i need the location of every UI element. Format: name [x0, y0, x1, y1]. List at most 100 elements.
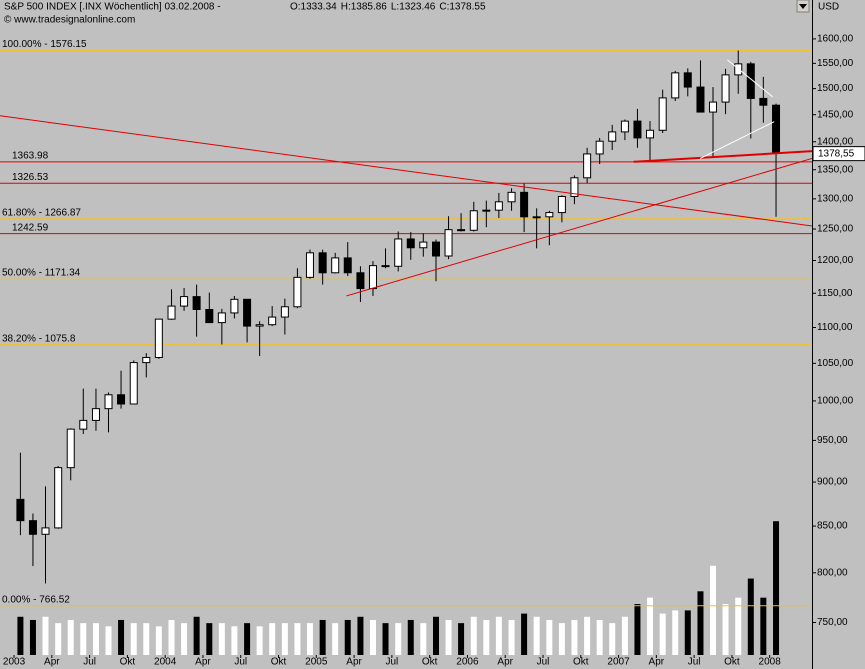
volume-bar	[495, 616, 502, 655]
candle-body	[41, 527, 50, 535]
y-tick-label: 1050,00	[817, 358, 854, 369]
volume-bar	[659, 613, 666, 655]
volume-bar	[584, 616, 591, 655]
y-tick-label: 1250,00	[817, 224, 854, 235]
x-tick-label: Okt	[422, 657, 438, 668]
volume-bar	[508, 619, 515, 655]
y-tick-label: 1600,00	[817, 34, 854, 45]
trend-line	[0, 115, 813, 227]
candle-body	[482, 209, 491, 212]
candle-body	[91, 408, 100, 421]
candle-body	[457, 229, 466, 232]
volume-bar	[609, 623, 616, 655]
level-label: 0.00% - 766.52	[2, 594, 70, 605]
candle-body	[645, 129, 654, 139]
volume-bar	[432, 616, 439, 655]
volume-bar	[269, 623, 276, 655]
volume-bar	[634, 604, 641, 655]
chart-title: S&P 500 INDEX [.INX Wöchentlich] 03.02.2…	[4, 2, 221, 13]
volume-bar	[29, 619, 36, 655]
volume-bar	[571, 619, 578, 655]
copyright: © www.tradesignalonline.com	[4, 15, 135, 26]
candle-body	[709, 101, 718, 113]
volume-bar	[646, 597, 653, 655]
y-tick-label: 1400,00	[817, 136, 854, 147]
volume-bar	[218, 623, 225, 655]
volume-bar	[369, 619, 376, 655]
volume-bar	[722, 604, 729, 655]
volume-bar	[773, 521, 780, 655]
volume-bar	[458, 623, 465, 655]
candle-body	[557, 195, 566, 214]
candle-body	[545, 212, 554, 218]
candle-body	[343, 257, 352, 274]
volume-bar	[105, 626, 112, 655]
volume-bar	[244, 623, 251, 655]
candle-body	[217, 312, 226, 324]
trend-line	[699, 121, 775, 159]
quote-value: L:1323.46	[391, 2, 436, 13]
candle-body	[255, 324, 264, 327]
x-tick-label: 2003	[3, 657, 26, 668]
x-tick-label: 2005	[305, 657, 328, 668]
x-tick-label: Apr	[195, 657, 211, 668]
candle-body	[104, 394, 113, 410]
volume-bar	[67, 619, 74, 655]
x-tick-label: Jul	[234, 657, 247, 668]
x-tick-label: 2008	[759, 657, 782, 668]
candle-body	[117, 394, 126, 405]
volume-bar	[747, 578, 754, 655]
x-tick-label: Apr	[497, 657, 513, 668]
volume-bar	[420, 623, 427, 655]
volume-bar	[533, 616, 540, 655]
volume-bar	[382, 623, 389, 655]
candle-body	[746, 63, 755, 99]
level-label: 1326.53	[12, 172, 49, 183]
volume-bar	[130, 623, 137, 655]
volume-bar	[558, 623, 565, 655]
x-tick-label: Okt	[120, 657, 136, 668]
volume-bar	[357, 616, 364, 655]
candle-body	[205, 309, 214, 324]
y-tick-label: 900,00	[817, 477, 848, 488]
volume-bar	[445, 619, 452, 655]
level-label: 1242.59	[12, 222, 49, 233]
x-tick-label: Jul	[83, 657, 96, 668]
y-tick-label: 1200,00	[817, 255, 854, 266]
y-tick-label: 950,00	[817, 435, 848, 446]
volume-bar	[332, 623, 339, 655]
last-price-label: 1378,55	[818, 148, 855, 159]
volume-bar	[168, 619, 175, 655]
candle-body	[696, 86, 705, 113]
candle-body	[595, 140, 604, 155]
x-tick-label: 2004	[154, 657, 177, 668]
x-tick-label: Apr	[44, 657, 60, 668]
candle-body	[620, 120, 629, 133]
volume-bar	[672, 610, 679, 655]
x-tick-label: 2006	[456, 657, 479, 668]
volume-bar	[760, 597, 767, 655]
candle-body	[54, 467, 63, 529]
candle-body	[280, 306, 289, 318]
candle-body	[268, 316, 277, 326]
menu-arrow	[799, 4, 807, 9]
candle-body	[142, 356, 151, 364]
candle-body	[154, 318, 163, 358]
candle-body	[520, 191, 529, 218]
candle-body	[683, 72, 692, 88]
level-label: 61.80% - 1266.87	[2, 207, 81, 218]
candle-body	[243, 298, 252, 327]
candle-body	[633, 120, 642, 139]
last-price-box	[812, 146, 865, 162]
volume-bar	[181, 623, 188, 655]
x-tick-label: Okt	[271, 657, 287, 668]
quote-value: H:1385.86	[341, 2, 388, 13]
volume-bar	[281, 623, 288, 655]
y-tick-label: 1150,00	[817, 288, 853, 299]
x-tick-label: Okt	[573, 657, 589, 668]
volume-bar	[684, 610, 691, 655]
y-tick-label: 1500,00	[817, 83, 854, 94]
y-axis-label: USD	[818, 2, 839, 13]
candle-body	[66, 428, 75, 469]
